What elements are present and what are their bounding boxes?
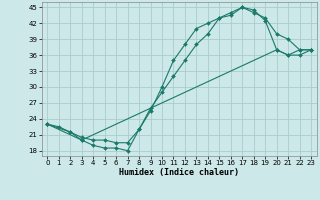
X-axis label: Humidex (Indice chaleur): Humidex (Indice chaleur) — [119, 168, 239, 177]
